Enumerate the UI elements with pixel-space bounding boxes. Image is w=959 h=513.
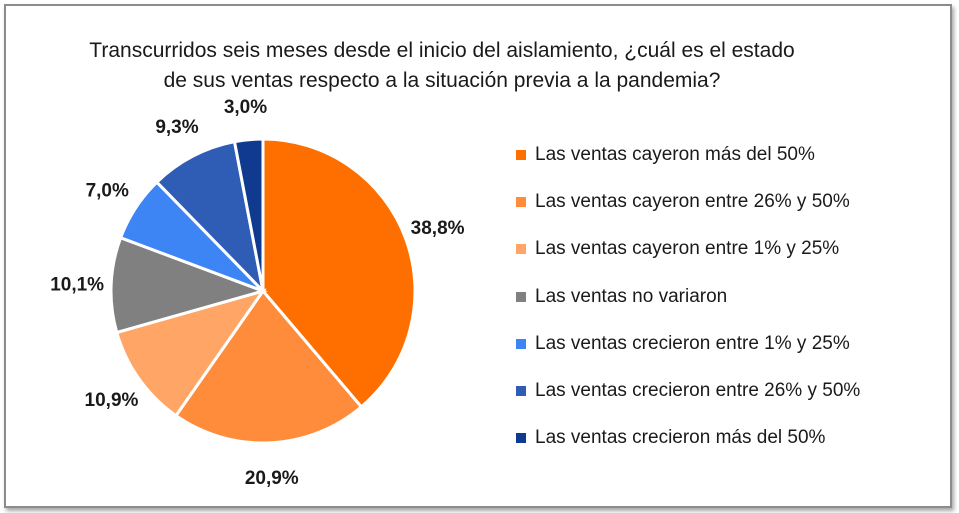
data-label-7: 3,0%: [224, 97, 267, 118]
chart-title-line-2: de sus ventas respecto a la situación pr…: [163, 69, 721, 92]
legend-label: Las ventas crecieron más del 50%: [535, 427, 826, 449]
chart-title: Transcurridos seis meses desde el inicio…: [6, 36, 878, 96]
data-label-4: 10,1%: [50, 274, 104, 295]
legend-item-5: Las ventas crecieron entre 1% y 25%: [516, 329, 850, 359]
legend-label: Las ventas cayeron entre 26% y 50%: [535, 191, 850, 213]
pie-slice-1: [261, 137, 417, 410]
legend-swatch: [516, 433, 526, 444]
legend-swatch: [516, 244, 526, 255]
pie-slice-6: [154, 139, 266, 296]
legend-label: Las ventas crecieron entre 1% y 25%: [535, 332, 850, 354]
legend-item-1: Las ventas cayeron más del 50%: [516, 140, 815, 170]
legend-swatch: [516, 386, 526, 396]
legend-swatch: [516, 291, 526, 302]
data-label-3: 10,9%: [85, 390, 139, 411]
legend-item-6: Las ventas crecieron entre 26% y 50%: [516, 376, 860, 406]
data-label-2: 20,9%: [245, 468, 299, 489]
legend-swatch: [516, 197, 526, 208]
legend-label: Las ventas no variaron: [535, 285, 728, 307]
legend-label: Las ventas cayeron entre 1% y 25%: [535, 238, 840, 260]
chart-title-line-1: Transcurridos seis meses desde el inicio…: [89, 39, 795, 62]
legend-swatch: [516, 338, 526, 349]
data-label-1: 38,8%: [411, 218, 465, 239]
legend-item-2: Las ventas cayeron entre 26% y 50%: [516, 187, 850, 217]
data-label-5: 7,0%: [86, 180, 129, 201]
pie-slice-2: [173, 288, 364, 445]
legend-item-3: Las ventas cayeron entre 1% y 25%: [516, 234, 839, 264]
pie-slice-7: [232, 137, 265, 292]
legend-label: Las ventas crecieron entre 26% y 50%: [535, 380, 861, 401]
legend-swatch: [516, 150, 526, 160]
legend-item-4: Las ventas no variaron: [516, 282, 727, 312]
legend-item-7: Las ventas crecieron más del 50%: [516, 423, 825, 453]
data-label-6: 9,3%: [155, 117, 198, 138]
legend-label: Las ventas cayeron más del 50%: [535, 144, 815, 165]
pie-slice-4: [109, 235, 268, 335]
